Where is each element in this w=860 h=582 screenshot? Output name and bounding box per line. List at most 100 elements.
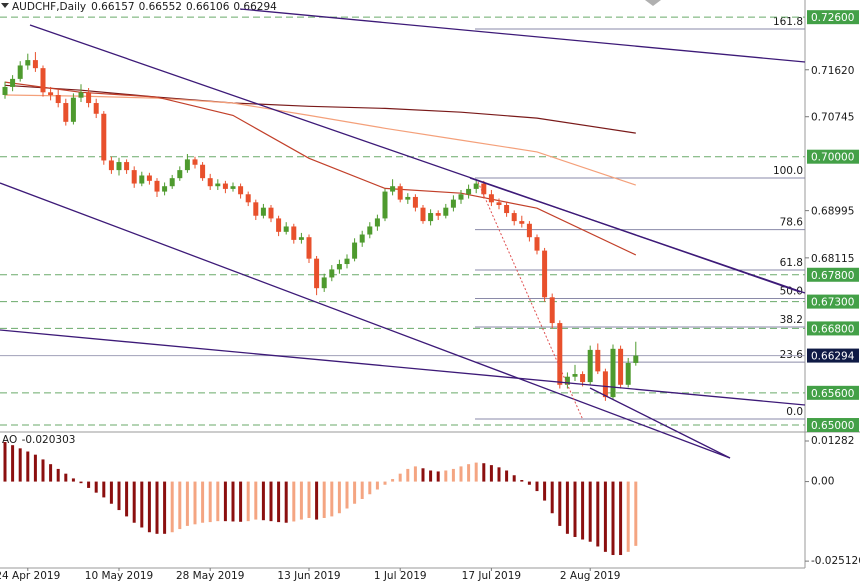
candle-body	[549, 297, 555, 324]
ao-bar	[474, 462, 478, 482]
ao-bar	[330, 481, 334, 517]
candle-body	[390, 186, 396, 192]
symbol: AUDCHF,Daily	[12, 1, 86, 13]
open: 0.66157	[91, 1, 134, 13]
candle-body	[230, 186, 236, 189]
candle-body	[321, 277, 327, 289]
ao-bar	[56, 468, 60, 482]
candle-body	[481, 183, 487, 195]
candle-body	[78, 92, 84, 98]
ao-bar	[505, 470, 509, 482]
y-tick-label: 0.66294	[811, 351, 855, 363]
candle-body	[450, 199, 456, 208]
ao-bar	[603, 481, 607, 552]
moving-average	[4, 81, 637, 256]
candle-body	[200, 164, 206, 179]
candle-body	[367, 226, 373, 235]
ao-bar	[87, 481, 91, 488]
ao-bar	[79, 481, 83, 484]
y-tick-label: 0.01282	[811, 435, 854, 447]
ao-bar	[261, 481, 265, 521]
candle-body	[131, 170, 137, 184]
ao-bar	[3, 442, 7, 482]
price-label-box	[807, 267, 859, 282]
close: 0.66294	[233, 1, 277, 13]
candle-body	[184, 159, 190, 171]
candle-body	[55, 94, 61, 104]
candle-body	[602, 371, 608, 398]
y-tick-label: 0.71620	[811, 65, 854, 77]
candle-body	[359, 234, 365, 243]
ao-value: -0.020303	[22, 434, 76, 446]
candle-body	[412, 196, 418, 208]
ao-bar	[178, 481, 182, 530]
ao-bar	[11, 445, 15, 482]
candle-body	[215, 183, 221, 187]
trend-line	[469, 177, 806, 294]
y-tick-label: 0.68115	[811, 253, 854, 265]
candle-body	[374, 218, 380, 227]
ao-bar	[284, 481, 288, 523]
candle-body	[116, 162, 122, 171]
candle-body	[207, 178, 213, 187]
x-tick-label: 2 Aug 2019	[560, 570, 621, 582]
candle-body	[587, 349, 593, 383]
ao-bar	[398, 473, 402, 482]
price-label-box	[807, 321, 859, 336]
price-label-box	[807, 294, 859, 309]
x-tick-label: 1 Jul 2019	[374, 570, 427, 582]
ao-bar	[208, 481, 212, 523]
ao-bar	[512, 475, 516, 482]
y-tick-label: 0.68995	[811, 206, 854, 218]
ao-bar	[482, 463, 486, 482]
candle-body	[382, 191, 388, 219]
moving-average	[4, 84, 636, 134]
y-tick-label: 0.66800	[811, 323, 854, 335]
price-label-box	[807, 385, 859, 400]
candle-body	[306, 237, 312, 259]
ao-bar	[573, 481, 577, 537]
ao-bar	[451, 468, 455, 482]
candle-body	[458, 194, 464, 200]
trend-line	[239, 8, 806, 63]
ao-bar	[223, 481, 227, 522]
ao-bar	[201, 481, 205, 523]
ao-bar	[429, 470, 433, 482]
candle-body	[526, 223, 532, 238]
candle-body	[633, 355, 639, 363]
candle-body	[557, 323, 563, 385]
ao-bar	[33, 454, 37, 482]
candle-body	[177, 170, 183, 179]
candle-body	[253, 202, 259, 216]
ao-bar	[383, 481, 387, 485]
candle-body	[473, 183, 479, 189]
candle-body	[420, 207, 426, 222]
trend-line	[0, 329, 806, 406]
candle-body	[511, 213, 517, 222]
candle-body	[298, 237, 304, 240]
y-tick-label: 0.00	[811, 476, 834, 488]
ao-bar	[588, 481, 592, 542]
ao-bar	[170, 481, 174, 533]
candle-body	[618, 348, 624, 385]
ao-bar	[102, 481, 106, 498]
candle-body	[268, 207, 274, 219]
ao-bar	[360, 481, 364, 499]
candle-body	[25, 60, 31, 66]
ao-bar	[345, 481, 349, 509]
price-label-box	[807, 348, 859, 363]
ao-bar	[527, 481, 531, 485]
candle-body	[314, 258, 320, 289]
y-tick-label: 0.70745	[811, 112, 854, 124]
ao-bar	[558, 481, 562, 526]
y-tick-label: 0.67800	[811, 270, 854, 282]
ao-bar	[322, 481, 326, 518]
ao-bar	[49, 464, 53, 482]
marker	[645, 0, 661, 6]
x-tick-label: 10 May 2019	[85, 570, 153, 582]
candle-body	[344, 258, 350, 265]
ao-bar	[231, 481, 235, 522]
price-label-box	[807, 149, 859, 164]
